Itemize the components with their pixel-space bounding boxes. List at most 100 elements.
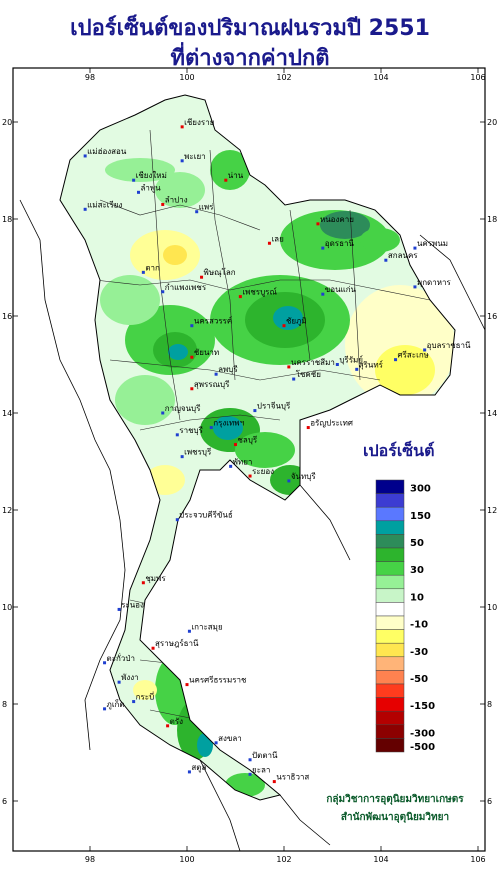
legend-label: 150 xyxy=(410,511,431,522)
y-tick-label-left: 18 xyxy=(2,215,12,224)
place-label: อุดรธานี xyxy=(325,239,355,248)
legend-swatch xyxy=(375,520,405,535)
y-tick-label-left: 16 xyxy=(2,312,12,321)
station-marker xyxy=(137,190,140,194)
place-label: สตูล xyxy=(191,763,206,773)
place-label: ตาก xyxy=(145,263,160,272)
place-label: กำแพงเพชร xyxy=(165,283,207,292)
station-marker xyxy=(287,365,291,369)
station-marker xyxy=(180,159,184,163)
place-label: ปัตตานี xyxy=(252,751,278,760)
station-marker xyxy=(190,324,194,328)
y-tick-label-left: 8 xyxy=(2,700,7,709)
station-marker xyxy=(190,355,194,359)
station-marker xyxy=(180,455,184,459)
x-tick-label-bottom: 98 xyxy=(85,855,95,864)
y-tick-label-right: 14 xyxy=(487,409,497,418)
place-label: สกลนคร xyxy=(388,251,418,260)
station-marker xyxy=(141,270,145,274)
station-marker xyxy=(224,178,228,182)
station-marker xyxy=(117,607,121,611)
station-marker xyxy=(229,464,233,468)
place-label: นครพนม xyxy=(417,239,448,248)
station-marker xyxy=(248,758,252,762)
map-title-line2: ที่ต่างจากค่าปกติ xyxy=(170,46,330,71)
y-ticks-right: 20 18 16 14 12 10 8 6 xyxy=(480,118,497,806)
place-label: นราธิวาส xyxy=(276,773,309,782)
place-label: พะเยา xyxy=(184,152,205,161)
station-marker xyxy=(316,222,320,226)
x-tick-label-top: 98 xyxy=(85,73,95,82)
place-label: ขอนแก่น xyxy=(325,285,357,294)
place-label: พัทยา xyxy=(233,457,253,466)
station-marker xyxy=(200,275,204,279)
province-boundaries xyxy=(94,129,431,721)
station-marker xyxy=(187,770,191,774)
station-marker xyxy=(151,646,155,650)
place-label: สุราษฎร์ธานี xyxy=(155,638,199,648)
legend-label: -30 xyxy=(410,647,428,658)
place-label: พิษณุโลก xyxy=(204,267,236,277)
station-marker xyxy=(321,292,325,296)
credit-line1: กลุ่มวิชาการอุตุนิยมวิทยาเกษตร xyxy=(326,793,464,805)
legend-label: -150 xyxy=(410,701,435,712)
legend-swatch xyxy=(375,534,405,549)
legend-label: -10 xyxy=(410,620,428,631)
x-ticks-top: 98 100 102 104 106 xyxy=(85,68,486,82)
legend-label: -500 xyxy=(410,742,435,753)
place-label: หนองคาย xyxy=(320,215,354,224)
station-marker xyxy=(195,210,199,214)
neighbour-borders xyxy=(19,199,486,852)
place-label: ศรีสะเกษ xyxy=(398,351,429,360)
y-tick-label-right: 10 xyxy=(487,603,497,612)
y-tick-label-right: 18 xyxy=(487,215,497,224)
x-tick-label-bottom: 102 xyxy=(276,855,291,864)
legend-swatch xyxy=(375,642,405,658)
station-marker xyxy=(141,581,145,585)
station-marker xyxy=(161,290,165,294)
station-marker xyxy=(185,683,189,687)
legend-swatch xyxy=(375,670,405,685)
place-label: ตะกั่วป่า xyxy=(107,652,135,663)
place-label: นครราชสีมา xyxy=(291,358,335,367)
legend-swatch xyxy=(375,602,405,617)
station-marker xyxy=(175,433,179,437)
legend-swatch xyxy=(375,479,405,494)
place-label: เลย xyxy=(271,234,283,243)
place-label: สุรินทร์ xyxy=(359,359,384,369)
place-label: เพชรบูรณ์ xyxy=(242,287,277,298)
place-label: แม่สะเรียง xyxy=(87,200,122,209)
station-marker xyxy=(282,324,286,328)
station-marker xyxy=(132,700,136,704)
place-label: ภูเก็ต xyxy=(107,699,125,710)
legend-swatch xyxy=(375,547,405,562)
station-marker xyxy=(423,348,427,352)
legend-title: เปอร์เซ็นต์ xyxy=(363,439,434,460)
x-tick-label-bottom: 100 xyxy=(179,855,194,864)
station-marker xyxy=(175,518,179,522)
place-label: มุกดาหาร xyxy=(417,278,452,287)
legend-swatch xyxy=(375,710,405,726)
place-label: ลพบุรี xyxy=(218,365,238,374)
y-tick-label-right: 20 xyxy=(487,118,497,127)
x-tick-label-bottom: 104 xyxy=(373,855,388,864)
place-label: พังงา xyxy=(121,673,139,682)
y-tick-label-left: 6 xyxy=(2,797,7,806)
legend-label: 30 xyxy=(410,565,424,576)
station-marker xyxy=(238,295,242,299)
station-marker xyxy=(335,363,339,366)
place-label: ชัยนาท xyxy=(194,348,219,357)
y-tick-label-left: 20 xyxy=(2,118,12,127)
place-label: สงขลา xyxy=(218,734,242,743)
legend-swatch xyxy=(375,615,405,630)
place-label: แม่ฮ่องสอน xyxy=(87,147,127,156)
station-marker xyxy=(161,411,165,415)
station-marker xyxy=(214,741,218,745)
place-label: เชียงราย xyxy=(184,118,214,127)
place-label: เกาะสมุย xyxy=(191,622,222,631)
x-tick-label-top: 100 xyxy=(179,73,194,82)
legend-swatch xyxy=(375,656,405,671)
station-marker xyxy=(180,125,184,129)
